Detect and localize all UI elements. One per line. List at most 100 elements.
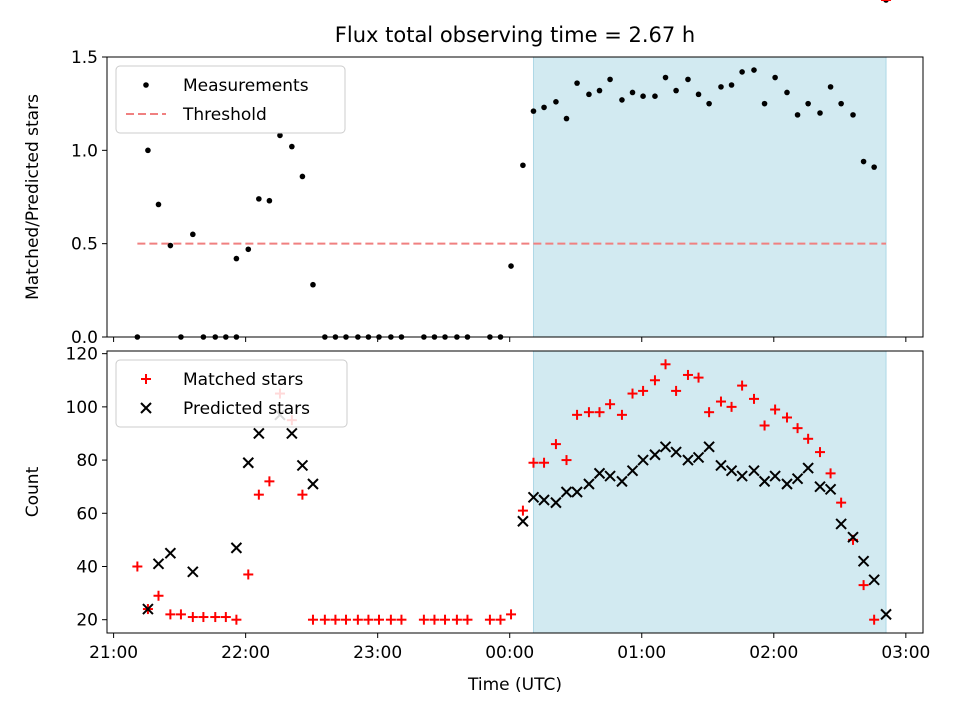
predicted-stars-point-16: [571, 486, 583, 498]
predicted-stars-point-43: [868, 574, 880, 586]
measurements-point-38: [563, 115, 570, 122]
matched-stars-point-15: [297, 489, 308, 500]
measurements-point-17: [310, 281, 316, 288]
bottom-y-axis: 20 40 60 80 100 120: [66, 345, 107, 631]
predicted-stars-point-4: [230, 542, 243, 554]
predicted-stars-point-8: [286, 427, 298, 440]
measurements-point-36: [541, 104, 547, 111]
matched-stars-point-10: [243, 569, 254, 580]
measurements-point-47: [662, 74, 669, 81]
x-tick-label-2: 23:00: [353, 643, 402, 663]
predicted-stars-point-11: [517, 515, 529, 527]
predicted-stars-point-42: [857, 555, 870, 567]
top-legend-box: [115, 65, 346, 134]
y-tick-label-0-0: 0.0: [71, 328, 98, 348]
matched-stars-point-54: [748, 393, 759, 404]
measurements-point-42: [607, 76, 613, 83]
measurements-point-59: [794, 112, 801, 118]
legend-matched-marker: [141, 374, 151, 384]
measurements-point-37: [553, 99, 559, 105]
matched-stars-point-32: [506, 609, 517, 620]
matched-stars-point-43: [627, 388, 638, 399]
measurements-point-43: [619, 97, 625, 103]
predicted-stars-point-0: [142, 603, 154, 615]
top-y-axis: 0.0 0.5 1.0 1.5: [71, 48, 107, 348]
y-tick-label-1-4: 100: [66, 398, 98, 418]
matched-stars-point-7: [210, 612, 221, 623]
bottom-panel: 20 40 60 80 100 120 21:00 22:00 23:00 00:00 01:00…: [23, 0, 930, 695]
measurements-point-39: [574, 80, 580, 86]
measurements-point-11: [245, 246, 252, 253]
matched-stars-point-39: [583, 407, 594, 418]
measurements-point-45: [640, 93, 646, 99]
predicted-stars-point-35: [781, 478, 793, 490]
measurements-point-54: [739, 69, 745, 75]
matched-stars-point-62: [836, 497, 847, 508]
legend-threshold-label: Threshold: [182, 105, 267, 125]
measurements-point-33: [508, 263, 514, 269]
matched-stars-point-34: [528, 457, 539, 468]
matched-stars-point-24: [396, 614, 407, 625]
matched-stars-point-18: [330, 614, 341, 625]
x-tick-label-5: 02:00: [749, 643, 798, 663]
predicted-stars-point-31: [736, 470, 748, 482]
legend-measurements-label: Measurements: [183, 76, 309, 96]
legend-matched-glyph: [141, 374, 151, 384]
matched-stars-point-45: [649, 375, 660, 386]
measurements-point-55: [751, 67, 757, 73]
top-legend: Measurements Threshold: [115, 65, 346, 134]
measurements-point-64: [850, 112, 856, 118]
matched-stars-point-53: [737, 380, 748, 391]
matched-stars-point-11: [253, 489, 264, 500]
matched-stars-point-20: [352, 614, 363, 625]
matched-stars-point-60: [815, 447, 826, 458]
count-points: [132, 0, 892, 625]
matched-stars-point-35: [539, 457, 550, 468]
matched-stars-point-27: [440, 614, 451, 625]
matched-stars-point-38: [572, 409, 583, 420]
matched-stars-point-31: [495, 614, 506, 625]
predicted-stars-point-28: [703, 441, 715, 453]
measurements-point-12: [256, 196, 262, 202]
measurements-point-66: [871, 164, 877, 170]
predicted-stars-point-1: [152, 558, 165, 570]
bottom-legend-box: [115, 359, 348, 428]
predicted-stars-point-39: [824, 483, 837, 496]
predicted-stars-point-5: [242, 457, 254, 469]
top-panel-shade: [532, 56, 887, 338]
x-tick-label-6: 03:00: [881, 643, 930, 663]
top-y-axis-label: Matched/Predicted stars: [23, 94, 43, 300]
top-panel: 0.0 0.5 1.0 1.5 Matched/Predicted stars Mea…: [23, 0, 924, 348]
matched-stars-point-17: [319, 614, 330, 625]
bottom-legend: Matched stars Predicted stars: [115, 359, 348, 428]
y-tick-label-1-5: 120: [66, 345, 98, 365]
predicted-stars-point-36: [791, 472, 804, 485]
matched-stars-point-56: [770, 404, 781, 415]
matched-stars-point-47: [671, 385, 682, 396]
matched-stars-point-46: [660, 359, 671, 370]
measurements-point-53: [728, 82, 735, 88]
matched-stars-point-41: [605, 399, 616, 410]
matched-stars-point-29: [462, 614, 473, 625]
matched-stars-point-21: [363, 614, 374, 625]
measurements-point-1: [145, 147, 151, 154]
measurements-point-35: [530, 108, 537, 114]
predicted-stars-point-40: [835, 518, 847, 530]
predicted-stars-point-33: [758, 475, 771, 488]
matched-stars-point-12: [264, 476, 275, 487]
predicted-stars-point-23: [649, 449, 661, 461]
predicted-stars-point-38: [814, 480, 826, 493]
y-tick-label-1-0: 20: [76, 611, 98, 631]
matched-stars-point-44: [638, 385, 649, 396]
measurements-point-46: [652, 93, 658, 99]
x-tick-label-1: 22:00: [221, 643, 270, 663]
matched-stars-point-57: [782, 412, 792, 423]
x-tick-label-0: 21:00: [89, 643, 138, 663]
matched-stars-point-4: [175, 609, 186, 620]
predicted-stars-point-32: [748, 465, 760, 477]
predicted-stars-point-12: [527, 491, 540, 504]
measurements-point-50: [695, 91, 702, 98]
matched-stars-point-0: [132, 561, 143, 572]
measurements-point-62: [827, 84, 834, 90]
